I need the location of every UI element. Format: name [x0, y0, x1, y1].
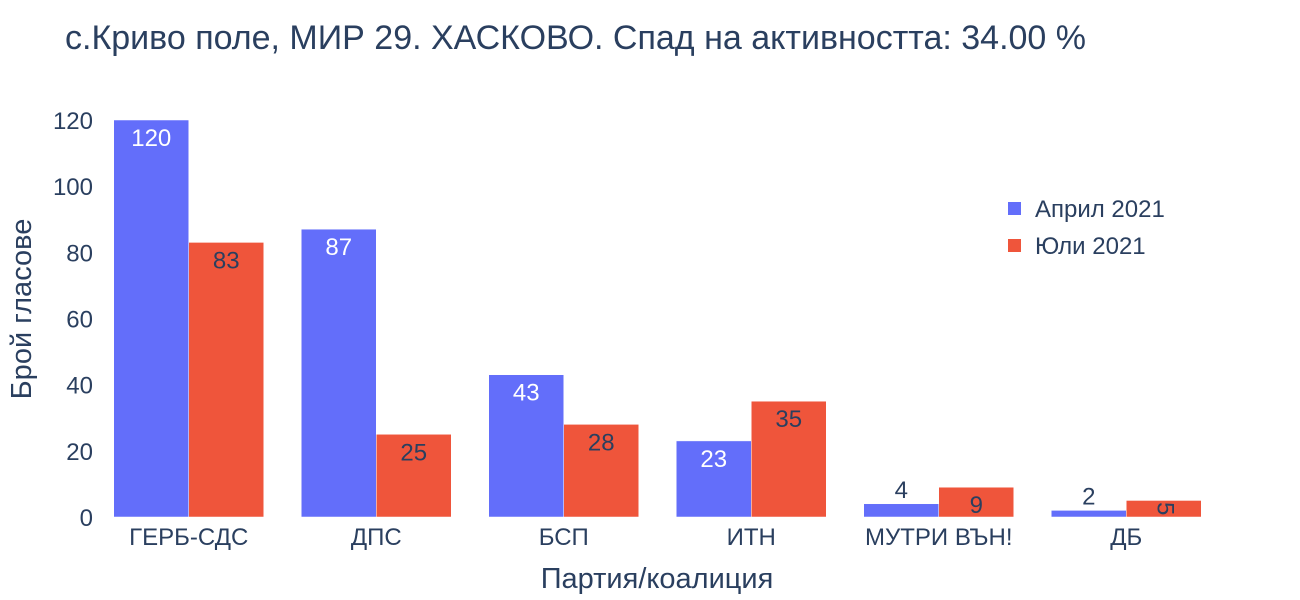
legend-label: Юли 2021: [1035, 233, 1146, 260]
bar-value-label: 83: [213, 247, 240, 274]
bar-value-label: 35: [775, 406, 802, 433]
bar-april: [676, 440, 752, 518]
chart-title: с.Криво поле, МИР 29. ХАСКОВО. Спад на а…: [65, 19, 1086, 57]
x-axis-label: Партия/коалиция: [541, 563, 774, 595]
x-tick-label: ИТН: [727, 524, 776, 551]
y-tick-label: 60: [66, 307, 93, 334]
y-axis-label: Брой гласове: [6, 219, 38, 400]
y-tick-label: 120: [53, 108, 93, 135]
bar-april: [488, 374, 564, 518]
bar-value-label: 4: [895, 477, 908, 504]
bar-value-label: 28: [588, 429, 615, 456]
y-tick-label: 80: [66, 240, 93, 267]
legend-swatch: [1008, 202, 1021, 215]
bar-value-label: 25: [400, 439, 427, 466]
bar-value-label: 2: [1082, 483, 1095, 510]
y-tick-label: 100: [53, 174, 93, 201]
bar-value-label: 9: [970, 492, 983, 519]
bar-april: [301, 228, 377, 518]
legend: Април 2021 Юли 2021: [1008, 196, 1165, 260]
bar-april: [863, 503, 939, 518]
y-tick-label: 40: [66, 373, 93, 400]
y-tick-label: 20: [66, 439, 93, 466]
x-axis-ticks: ГЕРБ-СДС ДПС БСП ИТН МУТРИ ВЪН! ДБ: [129, 524, 1142, 551]
bar-july: [563, 424, 639, 518]
x-tick-label: МУТРИ ВЪН!: [865, 524, 1012, 551]
x-tick-label: БСП: [539, 524, 589, 551]
bar-july: [938, 486, 1014, 518]
bar-april: [113, 119, 189, 518]
y-axis-ticks: 0 20 40 60 80 100 120: [53, 108, 93, 532]
bar-value-label: 87: [325, 234, 352, 261]
bar-value-label: 43: [513, 380, 540, 407]
x-tick-label: ГЕРБ-СДС: [129, 524, 248, 551]
bar-value-label: 5: [1151, 502, 1178, 515]
bar-july: [751, 400, 827, 518]
bar-july: [188, 242, 264, 518]
legend-swatch: [1008, 239, 1021, 252]
bar-july: [1126, 500, 1202, 518]
y-tick-label: 0: [80, 505, 93, 532]
bar-value-label: 120: [131, 125, 171, 152]
bar-april: [1051, 510, 1127, 518]
x-tick-label: ДБ: [1110, 524, 1142, 551]
bar-value-label: 23: [700, 446, 727, 473]
x-tick-label: ДПС: [351, 524, 402, 551]
legend-label: Април 2021: [1035, 196, 1165, 223]
bar-july: [376, 434, 452, 518]
